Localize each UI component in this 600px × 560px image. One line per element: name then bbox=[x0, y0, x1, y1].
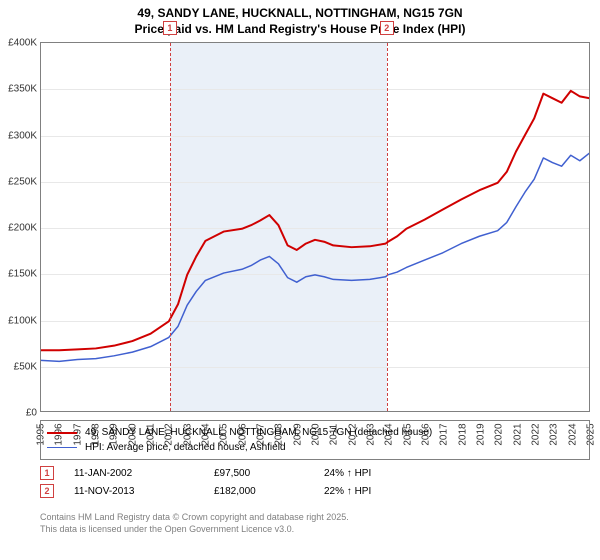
transaction-marker: 1 bbox=[40, 466, 54, 480]
y-axis-label: £100K bbox=[8, 315, 37, 326]
transaction-price: £97,500 bbox=[214, 468, 304, 479]
legend-item: 49, SANDY LANE, HUCKNALL, NOTTINGHAM, NG… bbox=[47, 425, 583, 440]
legend-swatch bbox=[47, 432, 77, 434]
event-marker: 2 bbox=[380, 21, 394, 35]
legend-swatch bbox=[47, 447, 77, 448]
y-axis-label: £200K bbox=[8, 223, 37, 234]
series-line bbox=[41, 91, 589, 350]
y-axis-label: £300K bbox=[8, 130, 37, 141]
transaction-date: 11-JAN-2002 bbox=[74, 468, 194, 479]
y-axis-label: £350K bbox=[8, 84, 37, 95]
plot-area: £0£50K£100K£150K£200K£250K£300K£350K£400… bbox=[40, 42, 590, 412]
event-marker: 1 bbox=[163, 21, 177, 35]
y-axis-label: £250K bbox=[8, 176, 37, 187]
legend-label: 49, SANDY LANE, HUCKNALL, NOTTINGHAM, NG… bbox=[85, 425, 432, 440]
attribution: Contains HM Land Registry data © Crown c… bbox=[40, 512, 590, 535]
attribution-line-2: This data is licensed under the Open Gov… bbox=[40, 524, 590, 536]
legend-label: HPI: Average price, detached house, Ashf… bbox=[85, 440, 286, 455]
title-line-1: 49, SANDY LANE, HUCKNALL, NOTTINGHAM, NG… bbox=[0, 6, 600, 22]
transaction-row: 1 11-JAN-2002 £97,500 24% ↑ HPI bbox=[40, 464, 590, 482]
event-vline bbox=[387, 43, 388, 411]
chart-title: 49, SANDY LANE, HUCKNALL, NOTTINGHAM, NG… bbox=[0, 0, 600, 37]
attribution-line-1: Contains HM Land Registry data © Crown c… bbox=[40, 512, 590, 524]
transaction-table: 1 11-JAN-2002 £97,500 24% ↑ HPI 2 11-NOV-2013… bbox=[40, 464, 590, 500]
plot-svg bbox=[41, 43, 589, 411]
y-axis-label: £0 bbox=[26, 408, 37, 419]
y-axis-label: £150K bbox=[8, 269, 37, 280]
y-axis-label: £50K bbox=[14, 361, 37, 372]
series-line bbox=[41, 153, 589, 361]
transaction-row: 2 11-NOV-2013 £182,000 22% ↑ HPI bbox=[40, 482, 590, 500]
transaction-price: £182,000 bbox=[214, 486, 304, 497]
transaction-hpi: 24% ↑ HPI bbox=[324, 468, 414, 479]
title-line-2: Price paid vs. HM Land Registry's House … bbox=[0, 22, 600, 38]
event-vline bbox=[170, 43, 171, 411]
transaction-date: 11-NOV-2013 bbox=[74, 486, 194, 497]
chart-container: 49, SANDY LANE, HUCKNALL, NOTTINGHAM, NG… bbox=[0, 0, 600, 560]
transaction-hpi: 22% ↑ HPI bbox=[324, 486, 414, 497]
legend: 49, SANDY LANE, HUCKNALL, NOTTINGHAM, NG… bbox=[40, 420, 590, 460]
legend-item: HPI: Average price, detached house, Ashf… bbox=[47, 440, 583, 455]
y-axis-label: £400K bbox=[8, 38, 37, 49]
transaction-marker: 2 bbox=[40, 484, 54, 498]
